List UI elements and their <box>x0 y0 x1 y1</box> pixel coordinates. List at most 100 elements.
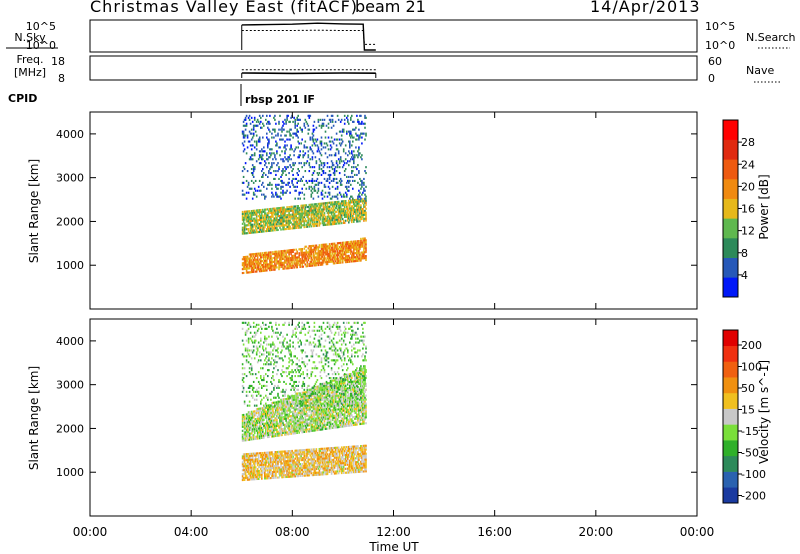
heatmap-cell <box>324 215 327 218</box>
heatmap-cell <box>284 249 286 252</box>
heatmap-cell <box>307 257 310 260</box>
heatmap-cell <box>356 244 358 247</box>
heatmap-cell <box>253 422 256 425</box>
heatmap-cell <box>258 452 261 455</box>
heatmap-cell <box>305 253 308 256</box>
heatmap-cell <box>365 132 367 135</box>
heatmap-cell <box>300 252 302 255</box>
heatmap-cell <box>288 399 290 402</box>
heatmap-cell <box>333 154 336 157</box>
heatmap-cell <box>287 156 289 159</box>
heatmap-cell <box>267 465 269 468</box>
heatmap-cell <box>274 407 276 410</box>
heatmap-cell <box>277 219 279 222</box>
heatmap-cell <box>286 397 288 400</box>
heatmap-cell <box>252 255 255 258</box>
heatmap-cell <box>264 164 266 167</box>
heatmap-cell <box>269 181 271 184</box>
heatmap-cell <box>333 170 336 173</box>
heatmap-cell <box>249 418 252 421</box>
heatmap-cell <box>271 467 273 470</box>
heatmap-cell <box>361 462 363 465</box>
heatmap-cell <box>293 451 295 454</box>
heatmap-cell <box>341 470 344 473</box>
heatmap-cell <box>320 202 323 205</box>
heatmap-cell <box>339 220 342 223</box>
heatmap-cell <box>275 158 277 161</box>
heatmap-cell <box>280 428 282 431</box>
heatmap-cell <box>274 457 276 460</box>
heatmap-cell <box>285 261 287 264</box>
heatmap-cell <box>300 204 302 207</box>
heatmap-cell <box>292 183 294 186</box>
heatmap-cell <box>243 461 246 464</box>
heatmap-cell <box>277 134 279 137</box>
beam-label: beam 21 <box>355 0 426 16</box>
heatmap-cell <box>262 269 264 272</box>
heatmap-cell <box>325 206 328 209</box>
heatmap-cell <box>246 210 249 213</box>
heatmap-cell <box>269 418 271 421</box>
heatmap-cell <box>276 409 278 412</box>
heatmap-cell <box>323 183 326 186</box>
heatmap-cell <box>280 260 282 263</box>
heatmap-cell <box>273 461 275 464</box>
heatmap-cell <box>274 413 276 416</box>
heatmap-cell <box>265 453 267 456</box>
heatmap-cell <box>361 185 363 188</box>
heatmap-cell <box>365 452 367 455</box>
heatmap-cell <box>289 473 291 476</box>
heatmap-cell <box>270 453 272 456</box>
heatmap-cell <box>294 258 296 261</box>
heatmap-cell <box>320 140 323 143</box>
heatmap-cell <box>249 253 252 256</box>
heatmap-cell <box>246 423 249 426</box>
heatmap-cell <box>290 432 292 435</box>
heatmap-cell <box>282 138 284 141</box>
heatmap-cell <box>328 247 331 250</box>
heatmap-cell <box>312 454 315 457</box>
heatmap-cell <box>301 255 303 258</box>
heatmap-cell <box>362 450 364 453</box>
heatmap-cell <box>297 475 299 478</box>
heatmap-cell <box>266 228 268 231</box>
heatmap-cell <box>330 466 333 469</box>
heatmap-cell <box>319 204 322 207</box>
heatmap-cell <box>268 156 270 159</box>
heatmap-cell <box>364 116 366 119</box>
heatmap-cell <box>322 453 325 456</box>
heatmap-cell <box>321 170 324 173</box>
heatmap-cell <box>314 203 317 206</box>
heatmap-cell <box>273 256 275 259</box>
heatmap-cell <box>319 447 322 450</box>
heatmap-cell <box>261 264 263 267</box>
heatmap-cell <box>284 156 286 159</box>
heatmap-cell <box>243 459 246 462</box>
heatmap-cell <box>254 225 257 228</box>
heatmap-cell <box>303 183 306 186</box>
heatmap-cell <box>351 258 353 261</box>
heatmap-cell <box>350 183 352 186</box>
heatmap-cell <box>248 422 251 425</box>
heatmap-cell <box>353 199 355 202</box>
heatmap-cell <box>304 126 307 129</box>
heatmap-cell <box>286 403 288 406</box>
heatmap-cell <box>244 267 247 270</box>
heatmap-cell <box>246 232 249 235</box>
heatmap-cell <box>245 459 248 462</box>
heatmap-cell <box>283 214 285 217</box>
heatmap-cell <box>364 454 366 457</box>
heatmap-cell <box>365 251 367 254</box>
heatmap-cell <box>277 456 279 459</box>
heatmap-cell <box>255 427 258 430</box>
heatmap-cell <box>347 215 349 218</box>
heatmap-cell <box>353 248 355 251</box>
heatmap-cell <box>334 450 337 453</box>
heatmap-cell <box>314 205 317 208</box>
heatmap-cell <box>327 126 330 129</box>
heatmap-cell <box>253 211 256 214</box>
heatmap-cell <box>344 249 347 252</box>
heatmap-cell <box>316 262 319 265</box>
heatmap-cell <box>242 415 245 418</box>
heatmap-cell <box>243 261 246 264</box>
